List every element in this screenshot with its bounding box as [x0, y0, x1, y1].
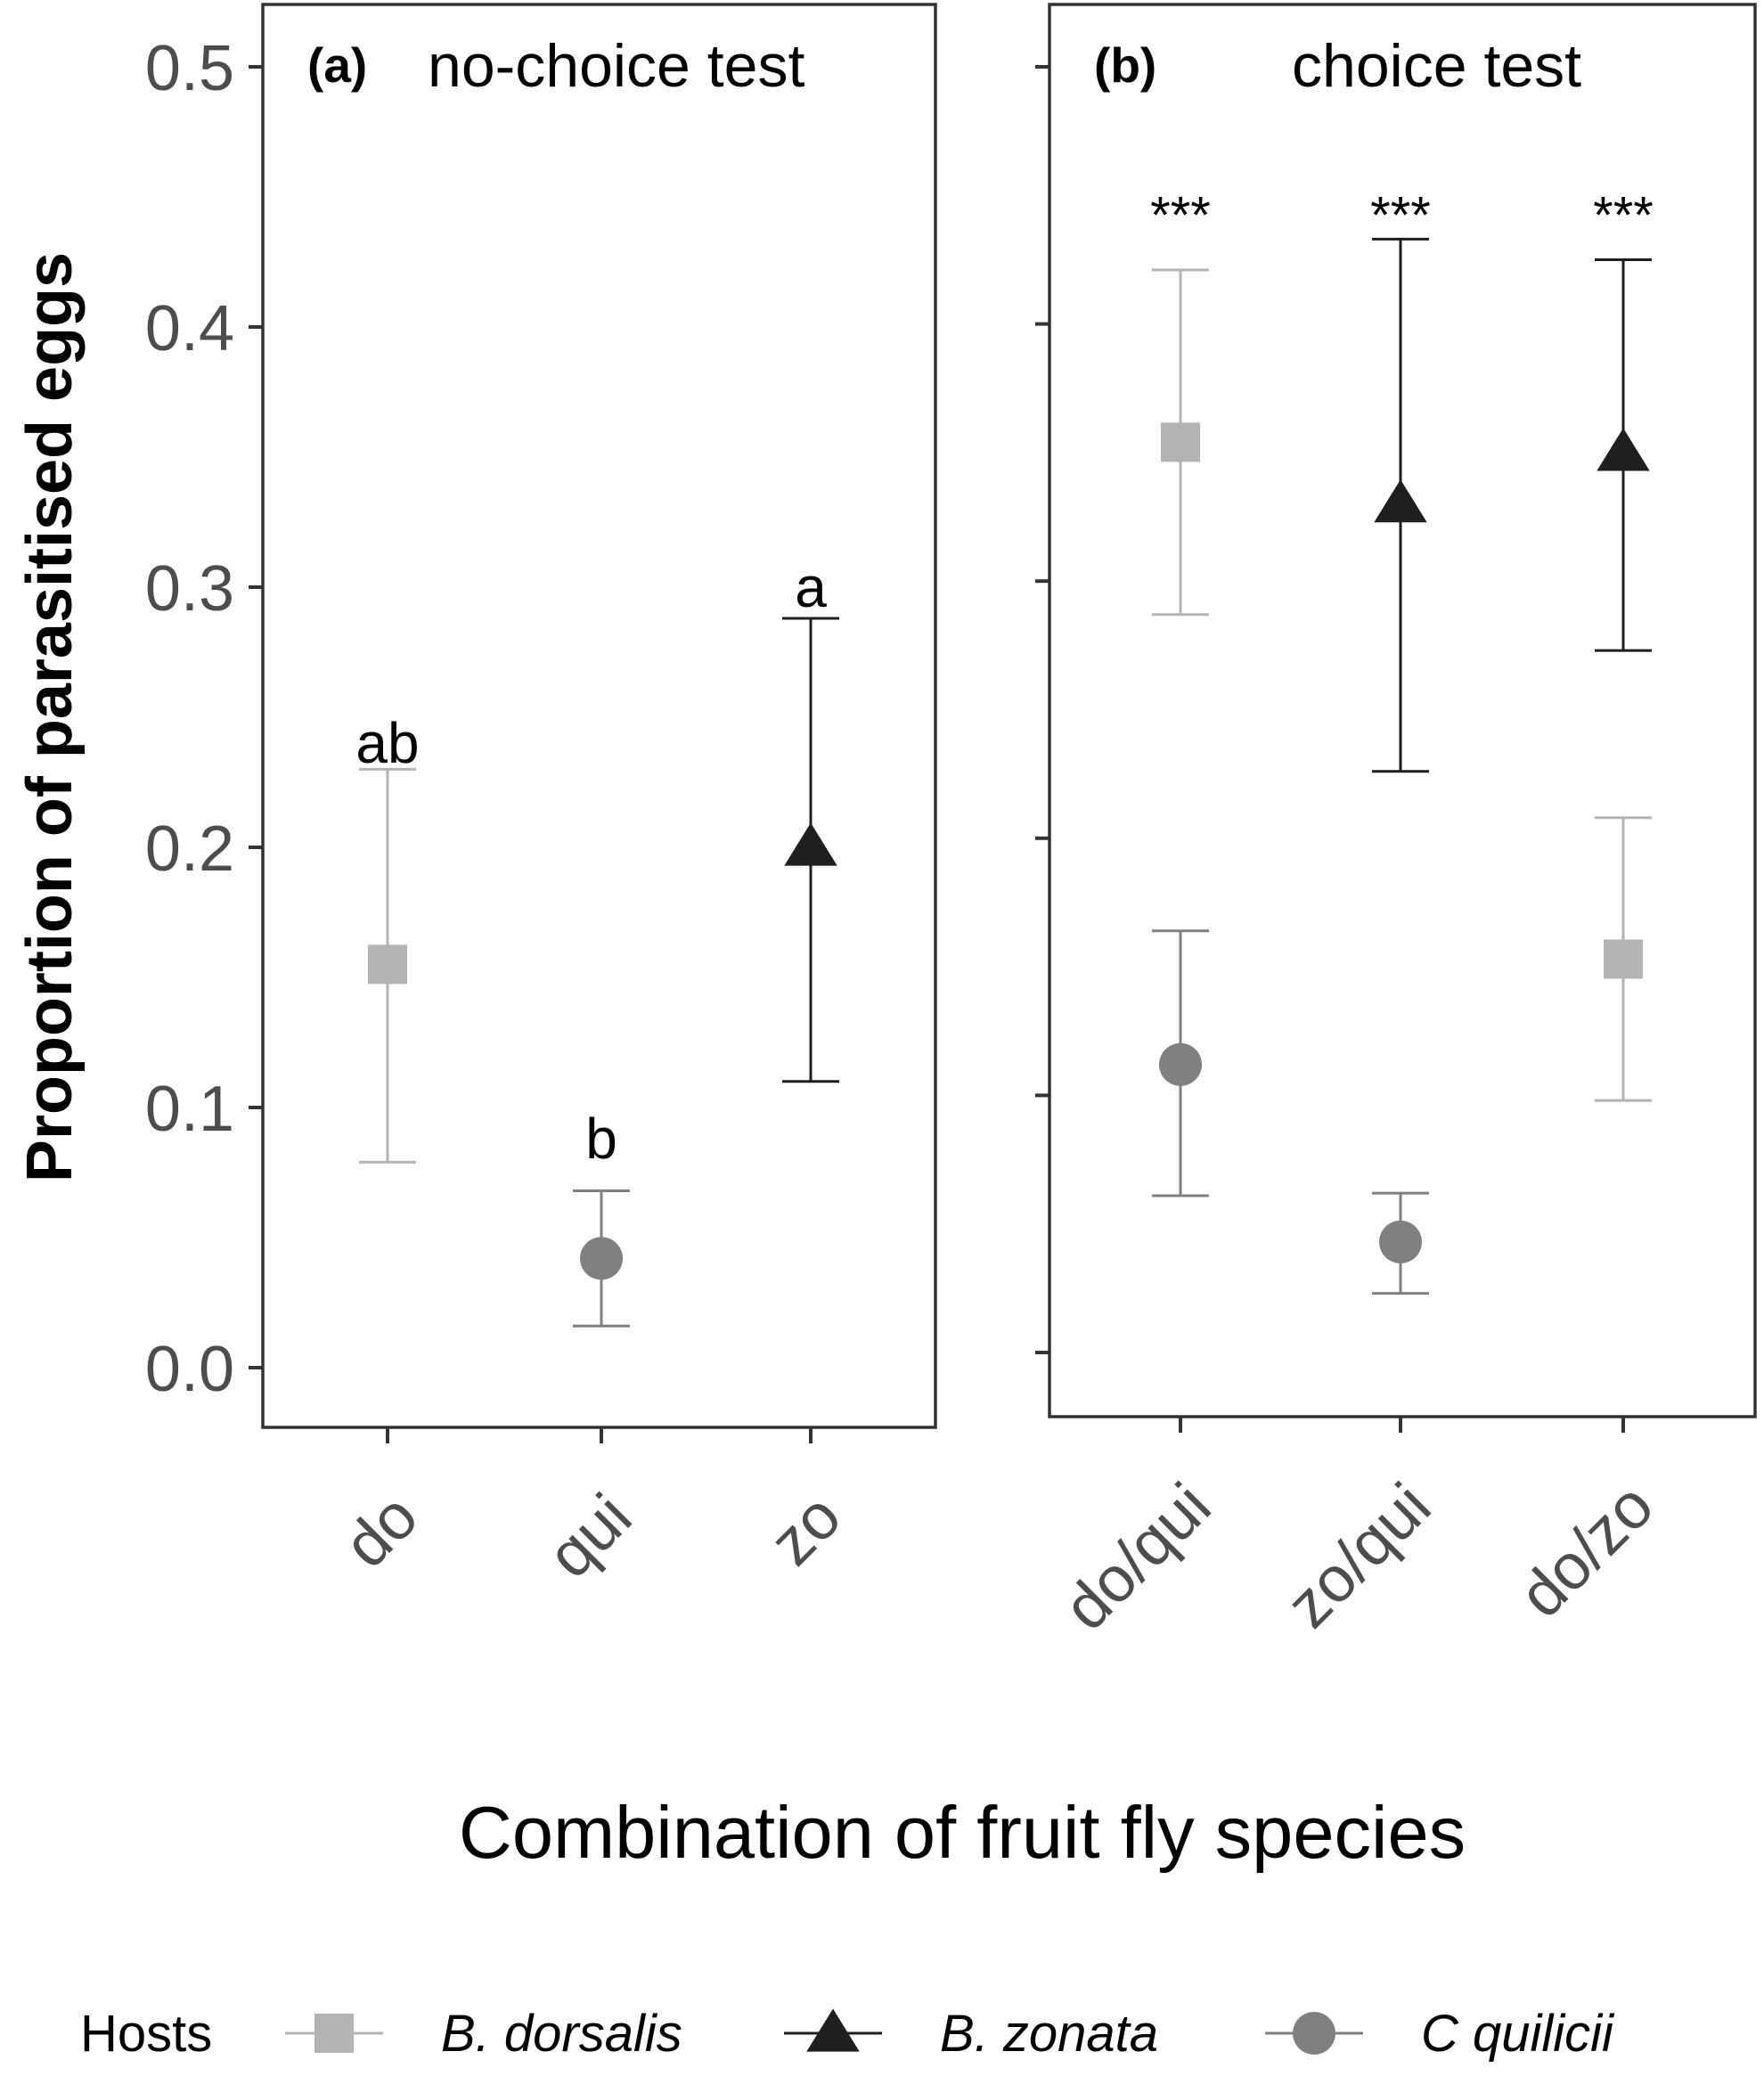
panel-choice: do/qui zo/qui do/zo (b) choice test *** *** *** — [1035, 3, 1757, 1644]
y-tick-label: 0.2 — [145, 813, 234, 885]
data-point-triangle — [1597, 428, 1650, 471]
y-tick-label: 0.0 — [145, 1334, 234, 1405]
data-point-square — [1161, 422, 1200, 462]
y-tick-label: 0.3 — [145, 553, 234, 625]
x-tick-label: do/zo — [1506, 1470, 1667, 1631]
y-tick-label: 0.5 — [145, 33, 234, 104]
significance-label: *** — [1593, 187, 1654, 245]
x-tick-label: do — [331, 1481, 431, 1582]
panel-tag: (a) — [307, 37, 367, 93]
y-tick-label: 0.4 — [145, 293, 234, 364]
x-tick-label: qui — [535, 1481, 646, 1592]
legend-title: Hosts — [80, 2005, 212, 2063]
panel-no-choice: 0.0 0.1 0.2 0.3 0.4 0.5 do qui zo (a) no-choice te… — [145, 3, 937, 1592]
legend: Hosts B. dorsalis B. zonata C quilicii — [80, 2005, 1615, 2063]
significance-label: b — [585, 1107, 617, 1171]
x-tick-label: zo/qui — [1273, 1470, 1444, 1641]
data-point-triangle — [784, 822, 837, 866]
x-axis-title: Combination of fruit fly species — [459, 1791, 1466, 1874]
y-axis-title: Proportion of parasitised eggs — [14, 252, 86, 1182]
significance-label: ab — [355, 711, 419, 775]
panel-frame — [261, 3, 937, 1429]
legend-label: C quilicii — [1421, 2005, 1615, 2063]
data-point-square — [368, 944, 407, 985]
legend-key-circle — [1293, 2012, 1335, 2055]
legend-label: B. zonata — [940, 2005, 1158, 2063]
significance-label: *** — [1370, 187, 1431, 245]
data-point-circle — [1159, 1042, 1202, 1086]
data-point-circle — [580, 1237, 623, 1280]
x-tick-label: zo — [756, 1481, 854, 1579]
y-tick-label: 0.1 — [145, 1074, 234, 1145]
legend-key-square — [314, 2014, 354, 2053]
panel-title: no-choice test — [428, 32, 804, 100]
x-tick-label: do/qui — [1050, 1470, 1224, 1644]
data-point-circle — [1379, 1220, 1422, 1263]
significance-label: a — [795, 555, 827, 619]
significance-label: *** — [1150, 187, 1211, 245]
data-point-square — [1604, 939, 1643, 979]
legend-key-triangle — [806, 2008, 860, 2052]
legend-label: B. dorsalis — [441, 2005, 682, 2063]
panel-tag: (b) — [1094, 37, 1156, 93]
data-point-triangle — [1374, 479, 1427, 523]
panel-title: choice test — [1292, 32, 1581, 100]
